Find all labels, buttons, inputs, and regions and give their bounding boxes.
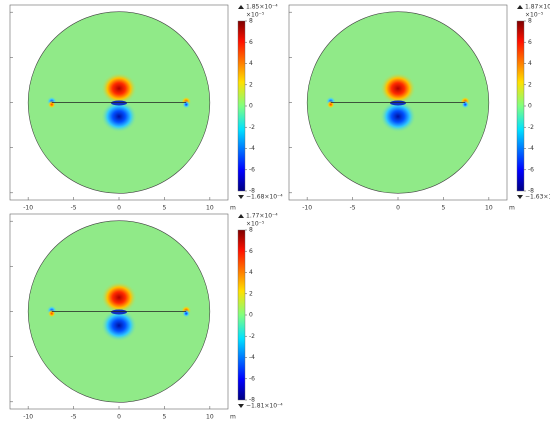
colorbar-tick-label: 4	[249, 60, 253, 67]
colorbar-max: 1.77×10⁻⁴	[246, 213, 278, 220]
field-end	[182, 100, 191, 109]
field-negative	[101, 100, 137, 133]
colorbar-tick-label: 4	[249, 269, 253, 276]
x-tick-label: 5	[163, 205, 167, 212]
x-tick-label: 10	[206, 205, 214, 212]
field-center	[390, 100, 406, 106]
colorbar-tick-label: -6	[249, 166, 255, 173]
colorbar-tick-label: 0	[528, 103, 532, 110]
max-marker	[238, 5, 244, 9]
colorbar-max: 1.85×10⁻⁴	[246, 4, 278, 11]
min-marker	[517, 195, 523, 199]
colorbar-tick-label: -2	[249, 333, 255, 340]
colorbar-tick-label: 0	[249, 103, 253, 110]
x-unit: m	[230, 414, 236, 421]
x-tick-label: 5	[163, 414, 167, 421]
colorbar-tick-label: 8	[528, 18, 532, 25]
field-center	[111, 309, 127, 315]
x-tick-label: 10	[485, 205, 493, 212]
colorbar-tick-label: 8	[249, 227, 253, 234]
plot-panel: -10 -5 0 5 10 m 1.85×10⁻⁴×10⁻⁵ −1.68×10⁻⁴-8 -6 -4…	[9, 4, 283, 212]
colorbar-tick-label: -6	[249, 375, 255, 382]
colorbar-min: −1.63×10⁻⁴	[525, 194, 550, 201]
min-marker	[238, 195, 244, 199]
colorbar-tick-label: 0	[249, 312, 253, 319]
x-tick-label: 0	[396, 205, 400, 212]
colorbar-tick-label: 2	[249, 290, 253, 297]
colorbar-max: 1.87×10⁻⁴	[525, 4, 550, 11]
colorbar-tick-label: 2	[528, 81, 532, 88]
field-positive	[101, 281, 137, 314]
field-end	[182, 309, 191, 318]
colorbar-tick-label: -2	[528, 124, 534, 131]
max-marker	[517, 5, 523, 9]
x-tick-label: -10	[302, 205, 312, 212]
field-end	[326, 100, 335, 109]
x-tick-label: 10	[206, 414, 214, 421]
field-negative	[101, 309, 137, 342]
plot-panel: -10 -5 0 5 10 m 1.87×10⁻⁴×10⁻⁵ −1.63×10⁻⁴-8 -6 -4…	[288, 4, 550, 212]
colorbar-min: −1.68×10⁻⁴	[246, 194, 283, 201]
field-positive	[380, 72, 416, 105]
colorbar-tick-label: 6	[528, 39, 532, 46]
colorbar-tick-label: 6	[249, 39, 253, 46]
colorbar-tick-label: -8	[528, 188, 534, 195]
x-unit: m	[509, 205, 515, 212]
x-tick-label: -10	[23, 414, 33, 421]
field-end	[47, 100, 56, 109]
x-tick-label: -10	[23, 205, 33, 212]
colorbar-tick-label: -8	[249, 188, 255, 195]
max-marker	[238, 214, 244, 218]
field-positive	[101, 72, 137, 105]
x-tick-label: -5	[71, 414, 77, 421]
x-tick-label: 5	[442, 205, 446, 212]
field-center	[111, 100, 127, 106]
colorbar	[237, 20, 246, 192]
field-negative	[380, 100, 416, 133]
colorbar-tick-label: 8	[249, 18, 253, 25]
colorbar-scale: ×10⁻⁵	[246, 221, 265, 228]
colorbar-scale: ×10⁻⁵	[525, 12, 544, 19]
colorbar-tick-label: -2	[249, 124, 255, 131]
colorbar-tick-label: 4	[528, 60, 532, 67]
x-unit: m	[230, 205, 236, 212]
colorbar-tick-label: -6	[528, 166, 534, 173]
x-tick-label: -5	[350, 205, 356, 212]
colorbar-tick-label: 2	[249, 81, 253, 88]
colorbar	[237, 229, 246, 401]
x-tick-label: 0	[117, 205, 121, 212]
colorbar-scale: ×10⁻⁵	[246, 12, 265, 19]
x-tick-label: 0	[117, 414, 121, 421]
field-end	[461, 100, 470, 109]
colorbar-min: −1.81×10⁻⁴	[246, 403, 283, 410]
min-marker	[238, 404, 244, 408]
plot-panel: -10 -5 0 5 10 m 1.77×10⁻⁴×10⁻⁵ −1.81×10⁻⁴-8 -6 -4…	[9, 213, 283, 421]
colorbar-tick-label: -4	[249, 354, 255, 361]
x-tick-label: -5	[71, 205, 77, 212]
colorbar-tick-label: -8	[249, 397, 255, 404]
colorbar-tick-label: -4	[528, 145, 534, 152]
field-end	[47, 309, 56, 318]
colorbar-tick-label: 6	[249, 248, 253, 255]
colorbar-tick-label: -4	[249, 145, 255, 152]
colorbar	[516, 20, 525, 192]
